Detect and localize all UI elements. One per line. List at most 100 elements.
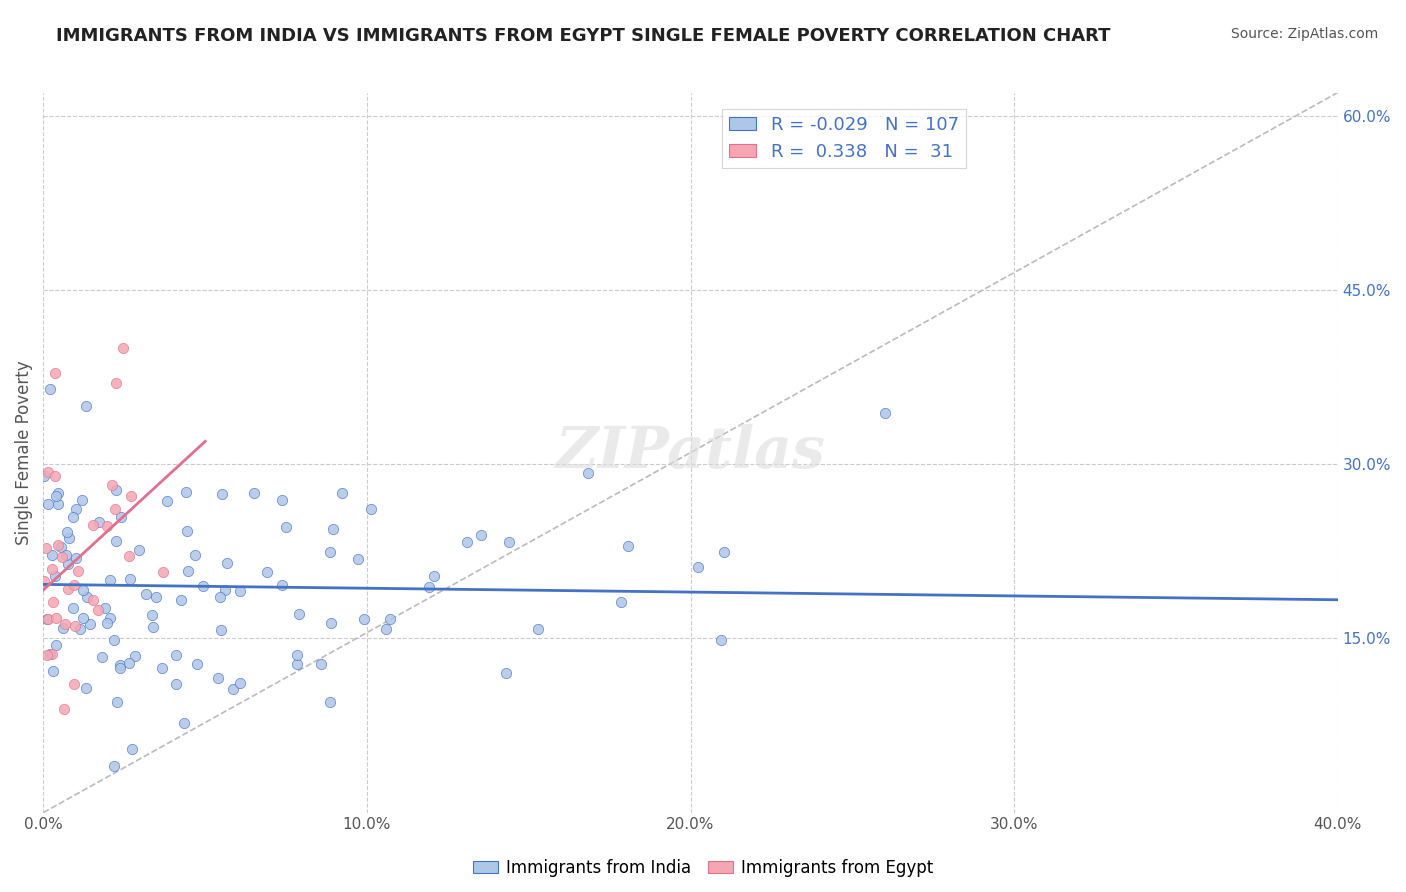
Point bbox=[375, 622, 398, 636]
Point bbox=[42, 594, 65, 608]
Point bbox=[527, 622, 550, 636]
Point bbox=[217, 557, 239, 571]
Point bbox=[470, 527, 492, 541]
Point bbox=[44, 469, 66, 483]
Point bbox=[209, 590, 232, 604]
Point bbox=[177, 564, 200, 578]
Point bbox=[456, 535, 478, 549]
Point bbox=[118, 657, 141, 671]
Point bbox=[56, 557, 79, 571]
Point bbox=[222, 682, 245, 697]
Point bbox=[104, 483, 127, 498]
Y-axis label: Single Female Poverty: Single Female Poverty bbox=[15, 360, 32, 545]
Point bbox=[63, 577, 86, 591]
Point bbox=[69, 622, 91, 636]
Point bbox=[48, 485, 70, 500]
Point bbox=[75, 399, 97, 413]
Point bbox=[103, 632, 125, 647]
Point bbox=[63, 619, 86, 633]
Point bbox=[87, 516, 110, 530]
Point bbox=[214, 582, 236, 597]
Point bbox=[94, 601, 117, 615]
Point bbox=[353, 612, 375, 626]
Point bbox=[184, 549, 207, 563]
Point bbox=[58, 531, 80, 545]
Point bbox=[87, 603, 110, 617]
Point bbox=[37, 612, 59, 626]
Point bbox=[34, 468, 56, 483]
Point bbox=[41, 664, 63, 678]
Point bbox=[65, 501, 87, 516]
Text: ZIPatlas: ZIPatlas bbox=[555, 425, 825, 481]
Point bbox=[41, 548, 63, 562]
Point bbox=[173, 716, 195, 731]
Point bbox=[96, 616, 118, 631]
Point bbox=[52, 621, 75, 635]
Point bbox=[118, 573, 141, 587]
Point bbox=[360, 502, 382, 516]
Point bbox=[56, 582, 79, 596]
Point bbox=[100, 478, 122, 492]
Point bbox=[112, 341, 135, 355]
Point bbox=[207, 672, 229, 686]
Point bbox=[170, 592, 193, 607]
Legend: R = -0.029   N = 107, R =  0.338   N =  31: R = -0.029 N = 107, R = 0.338 N = 31 bbox=[723, 109, 966, 169]
Point bbox=[41, 647, 63, 661]
Point bbox=[193, 579, 215, 593]
Point bbox=[124, 649, 146, 664]
Point bbox=[418, 580, 440, 594]
Point bbox=[270, 493, 292, 508]
Point bbox=[44, 366, 66, 380]
Text: IMMIGRANTS FROM INDIA VS IMMIGRANTS FROM EGYPT SINGLE FEMALE POVERTY CORRELATION: IMMIGRANTS FROM INDIA VS IMMIGRANTS FROM… bbox=[56, 27, 1111, 45]
Point bbox=[713, 545, 735, 559]
Point bbox=[35, 541, 58, 555]
Point bbox=[46, 538, 69, 552]
Point bbox=[710, 633, 733, 648]
Point bbox=[211, 487, 233, 501]
Legend: Immigrants from India, Immigrants from Egypt: Immigrants from India, Immigrants from E… bbox=[465, 853, 941, 884]
Point bbox=[37, 612, 59, 626]
Point bbox=[37, 465, 59, 479]
Point bbox=[423, 569, 446, 583]
Point bbox=[105, 376, 128, 390]
Point bbox=[41, 562, 63, 576]
Point bbox=[39, 647, 62, 661]
Point bbox=[152, 565, 174, 579]
Point bbox=[285, 648, 308, 662]
Point bbox=[121, 742, 143, 756]
Point bbox=[103, 759, 125, 773]
Point bbox=[150, 661, 173, 675]
Point bbox=[609, 595, 631, 609]
Point bbox=[98, 611, 121, 625]
Point bbox=[271, 578, 294, 592]
Point bbox=[105, 696, 128, 710]
Point bbox=[617, 539, 640, 553]
Point bbox=[128, 542, 150, 557]
Point bbox=[165, 677, 187, 691]
Point bbox=[498, 535, 520, 549]
Point bbox=[67, 564, 90, 578]
Point bbox=[330, 486, 353, 500]
Point bbox=[186, 657, 208, 671]
Point bbox=[63, 677, 86, 691]
Point bbox=[873, 407, 896, 421]
Point bbox=[319, 545, 342, 559]
Point bbox=[110, 510, 132, 524]
Point bbox=[45, 489, 67, 503]
Point bbox=[686, 559, 709, 574]
Point bbox=[176, 524, 198, 538]
Point bbox=[72, 583, 94, 598]
Point bbox=[141, 607, 163, 622]
Point bbox=[38, 382, 60, 396]
Point bbox=[72, 492, 94, 507]
Text: Source: ZipAtlas.com: Source: ZipAtlas.com bbox=[1230, 27, 1378, 41]
Point bbox=[48, 497, 70, 511]
Point bbox=[318, 695, 340, 709]
Point bbox=[53, 701, 76, 715]
Point bbox=[65, 551, 87, 566]
Point bbox=[108, 661, 131, 675]
Point bbox=[174, 485, 197, 500]
Point bbox=[75, 681, 97, 696]
Point bbox=[576, 466, 599, 480]
Point bbox=[380, 612, 402, 626]
